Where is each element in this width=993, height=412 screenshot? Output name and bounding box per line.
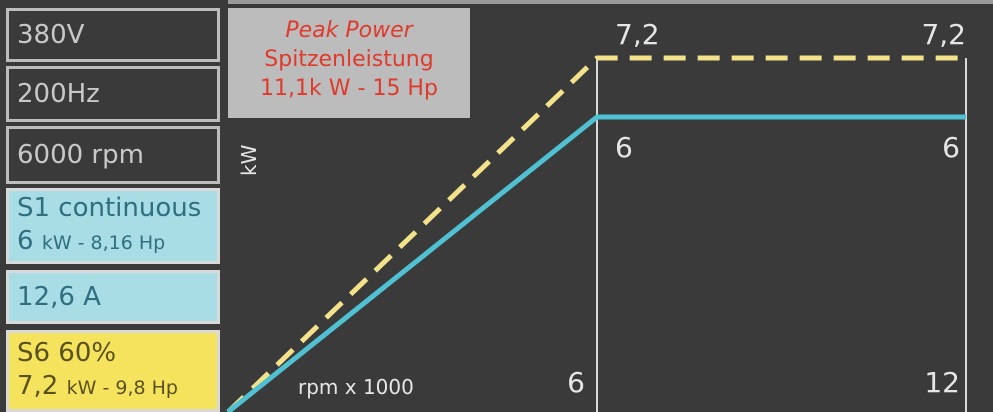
peak-value: 11,1k W - 15 Hp	[260, 76, 438, 101]
s1-kw: 6	[17, 226, 34, 256]
x-axis-label: rpm x 1000	[298, 375, 414, 399]
s1-power-line: 6 kW - 8,16 Hp	[17, 225, 165, 260]
speed-value: 6000 rpm	[17, 140, 144, 170]
s6-box: S6 60% 7,2 kW - 9,8 Hp	[6, 330, 220, 412]
s6-power-line: 7,2 kW - 9,8 Hp	[17, 370, 178, 405]
s6-kw: 7,2	[17, 371, 59, 401]
current-value: 12,6 A	[17, 282, 101, 312]
x-tick-label-6: 6	[567, 366, 585, 399]
peak-power-box: Peak Power Spitzenleistung 11,1k W - 15 …	[228, 8, 470, 118]
frequency-value: 200Hz	[17, 79, 100, 109]
speed-box: 6000 rpm	[6, 126, 220, 184]
s1-power: kW - 8,16 Hp	[41, 232, 166, 254]
s6-title: S6 60%	[17, 338, 117, 368]
peak-subtitle: Spitzenleistung	[264, 47, 434, 72]
data-label-s1-6: 6	[615, 131, 633, 164]
s6-power: kW - 9,8 Hp	[66, 377, 178, 399]
series-line-s6	[226, 55, 966, 412]
data-label-s1-12: 6	[942, 131, 960, 164]
current-box: 12,6 A	[6, 270, 220, 324]
voltage-value: 380V	[17, 20, 85, 50]
voltage-box: 380V	[6, 8, 220, 62]
top-border	[228, 0, 993, 4]
s1-box: S1 continuous 6 kW - 8,16 Hp	[6, 188, 220, 264]
data-label-s6-6: 7,2	[615, 18, 660, 51]
x-tick-label-12: 12	[924, 366, 960, 399]
data-label-s6-12: 7,2	[921, 18, 966, 51]
frequency-box: 200Hz	[6, 66, 220, 122]
y-axis-label: kW	[237, 144, 261, 176]
peak-title: Peak Power	[285, 18, 413, 43]
s1-title: S1 continuous	[17, 193, 202, 223]
series-line-s1	[226, 114, 966, 412]
spec-panel: 380V 200Hz 6000 rpm S1 continuous 6 kW -…	[0, 0, 228, 412]
